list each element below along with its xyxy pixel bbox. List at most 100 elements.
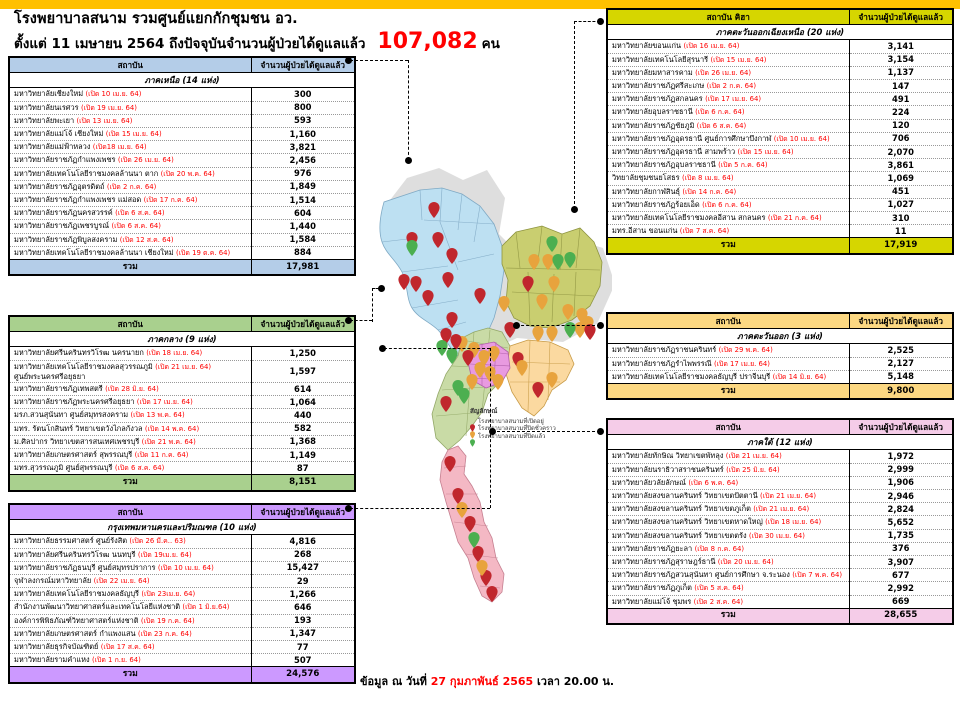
institution-name-cell: มหาวิทยาลัยทักษิณ วิทยาเขตพัทลุง (เปิด 2…	[607, 449, 850, 464]
institution-name: มหาวิทยาลัยราชภัฏชัยภูมิ	[612, 120, 697, 130]
patient-count-cell: 2,946	[849, 489, 953, 504]
open-date: (เปิด 17 เม.ย. 64)	[713, 359, 770, 368]
table-summary-row: รวม 17,981	[9, 259, 355, 276]
open-date: (เปิด 30 เม.ย. 64)	[748, 531, 805, 540]
institution-name: มหาวิทยาลัยนเรศวร	[14, 102, 81, 112]
open-date: (เปิด 26 เม.ย. 64)	[695, 68, 752, 77]
patient-count-cell: 593	[251, 114, 355, 129]
table-row: มหาวิทยาลัยราชภัฏเทพสตรี (เปิด 28 มิ.ย. …	[9, 382, 355, 397]
institution-name: มหาวิทยาลัยแม่โจ้ เชียงใหม่	[14, 129, 106, 139]
table-header-row: สถาบัน จำนวนผู้ป่วยได้ดูแลแล้ว	[9, 503, 355, 521]
patient-count-cell: 1,906	[849, 476, 953, 491]
patient-count-cell: 1,160	[251, 127, 355, 142]
region-subtitle: ภาคใต้ (12 แห่ง)	[607, 434, 953, 451]
open-date: (เปิด 19เม.ย. 64)	[137, 550, 192, 559]
table-row: มหาวิทยาลัยทักษิณ วิทยาเขตพัทลุง (เปิด 2…	[607, 449, 953, 464]
institution-name-cell: มหาวิทยาลัยเกษตรศาสตร์ สุพรรณบุรี (เปิด …	[9, 448, 252, 463]
institution-name: มหาวิทยาลัยราชภัฏธนบุรี ศูนย์สมุทรปราการ	[14, 562, 158, 572]
table-row: มหาวิทยาลัยราชภัฏชัยภูมิ (เปิด 6 ส.ค. 64…	[607, 119, 953, 133]
patient-count-cell: 1,849	[251, 180, 355, 195]
institution-name-cell: มหาวิทยาลัยราชภัฏพระนครศรีอยุธยา (เปิด 1…	[9, 395, 252, 410]
open-date: (เปิด 19 ก.ค. 64)	[140, 616, 195, 625]
table-summary-row: รวม 17,919	[607, 237, 953, 254]
patient-count-cell: 1,149	[251, 448, 355, 463]
institution-name-cell: มหาวิทยาลัยเทคโนโลยีราชมงคลล้านนา ตาก (เ…	[9, 167, 252, 181]
open-date: (เปิด 10 เม.ย. 64)	[773, 134, 830, 143]
open-date: (เปิด 10 เม.ย. 64)	[85, 90, 142, 99]
institution-name: มหาวิทยาลัยราชภัฏกำแพงเพชร	[14, 155, 118, 165]
institution-name: มหาวิทยาลัยราชภัฏเทพสตรี	[14, 384, 106, 394]
institution-name-cell: มหาวิทยาลัยสงขลานครินทร์ วิทยาเขตตรัง (เ…	[607, 529, 850, 543]
open-date: (เปิด 17 ก.ค. 64)	[143, 196, 198, 205]
open-date: (เปิด 2 ส.ค. 64)	[693, 597, 744, 606]
open-date: (เปิด 6 ส.ค. 64)	[114, 464, 165, 473]
patient-count-cell: 614	[251, 382, 355, 397]
institution-name-cell: มหาวิทยาลัยแม่โจ้ ชุมพร (เปิด 2 ส.ค. 64)	[607, 595, 850, 609]
institution-name-cell: มหาวิทยาลัยนเรศวร (เปิด 19 เม.ย. 64)	[9, 101, 252, 115]
column-header-institution: สถาบัน	[9, 503, 252, 521]
caption-prefix: ข้อมูล ณ วันที่	[360, 675, 427, 688]
institution-name: มหาวิทยาลัยราชภัฏสกลนคร	[612, 94, 706, 104]
open-date: (เปิด 13 เม.ย. 64)	[76, 116, 133, 125]
open-date: (เปิด 12 ส.ค. 64)	[119, 235, 174, 244]
top-accent-bar	[0, 0, 960, 9]
open-date: (เปิด 7 ส.ค. 64)	[679, 227, 730, 236]
open-date: (เปิด 16 เม.ย. 64)	[683, 42, 740, 51]
map-legend: สัญลักษณ์ โรงพยาบาลสนามที่เปิดอยู่ โรงพยา…	[470, 406, 590, 447]
open-date: (เปิด 17 เม.ย. 64)	[136, 398, 193, 407]
summary-total: 17,981	[250, 259, 355, 276]
table-row: มหาวิทยาลัยราชภัฏพระนครศรีอยุธยา (เปิด 1…	[9, 395, 355, 410]
open-date: (เปิด 1 ก.ย. 64)	[91, 656, 141, 665]
table-row: มหาวิทยาลัยเชียงใหม่ (เปิด 10 เม.ย. 64) 3…	[9, 87, 355, 102]
institution-name: มหาวิทยาลัยราชภัฏภูเก็ต	[612, 583, 695, 593]
column-header-patients: จำนวนผู้ป่วยได้ดูแลแล้ว	[250, 315, 355, 333]
open-date: (เปิด 22 เม.ย. 64)	[93, 577, 150, 586]
table-row: มหาวิทยาลัยราชภัฏพิบูลสงคราม (เปิด 12 ส.…	[9, 233, 355, 247]
open-date: (เปิด 21 เม.ย. 64)	[155, 362, 212, 371]
institution-name: มหาวิทยาลัยสงขลานครินทร์ วิทยาเขตตรัง	[612, 530, 749, 540]
patient-count-cell: 2,992	[849, 581, 953, 596]
open-date: (เปิด 29 พ.ค. 64)	[718, 346, 773, 355]
institution-name: มหาวิทยาลัยนราธิวาสราชนครินทร์	[612, 464, 727, 474]
patient-count-cell: 507	[251, 653, 355, 668]
institution-name-cell: มหาวิทยาลัยราชภัฏนครสวรรค์ (เปิด 6 ส.ค. …	[9, 206, 252, 221]
institution-name: มหาวิทยาลัยราชภัฏอุตรดิตถ์	[14, 181, 107, 191]
open-date: (เปิด 2 ก.ค. 64)	[706, 82, 757, 91]
patient-count-cell: 669	[849, 595, 953, 609]
institution-name-cell: มหาวิทยาลัยนราธิวาสราชนครินทร์ (เปิด 25 …	[607, 463, 850, 477]
institution-name: มหาวิทยาลัยราชภัฏสุราษฎร์ธานี	[612, 557, 718, 567]
institution-name: มหาวิทยาลัยราชภัฏอุบลราชธานี	[612, 160, 719, 170]
institution-name: มหาวิทยาลัยสงขลานครินทร์ วิทยาเขตภูเก็ต	[612, 504, 754, 514]
table-row: สำนักงานพัฒนาวิทยาศาสตร์และเทคโนโลยีแห่ง…	[9, 600, 355, 615]
open-date: (เปิด 20 เม.ย. 64)	[717, 558, 774, 567]
institution-name: มหาวิทยาลัยเกษตรศาสตร์ สุพรรณบุรี	[14, 450, 135, 460]
table-row: มหาวิทยาลัยราชภัฏกำแพงเพชร (เปิด 26 เม.ย…	[9, 153, 355, 168]
thailand-map	[362, 150, 612, 680]
table-header-row: สถาบัน จำนวนผู้ป่วยได้ดูแลแล้ว	[607, 312, 953, 330]
institution-name-cell: องค์การพิพิธภัณฑ์วิทยาศาสตร์แห่งชาติ (เป…	[9, 614, 252, 628]
patient-count-cell: 1,069	[849, 171, 953, 186]
institution-name: มหาวิทยาลัยราชภัฏกำแพงเพชร แม่สอด	[14, 195, 144, 205]
institution-name: มหาวิทยาลัยรามคำแหง	[14, 655, 92, 665]
table-row: มหาวิทยาลัยขอนแก่น (เปิด 16 เม.ย. 64) 3,1…	[607, 39, 953, 54]
page-header: โรงพยาบาลสนาม รวมศูนย์แยกกักชุมชน อว. ตั…	[14, 10, 614, 54]
institution-name-cell: มหาวิทยาลัยสงขลานครินทร์ วิทยาเขตปัตตานี…	[607, 489, 850, 504]
column-header-patients: จำนวนผู้ป่วยได้ดูแลแล้ว	[848, 8, 953, 26]
open-date: (เปิด 6 ส.ค. 64)	[115, 209, 165, 218]
patient-count-cell: 1,266	[251, 587, 355, 602]
open-date: (เปิด 15 เม.ย. 64)	[105, 130, 162, 139]
table-row: มหาวิทยาลัยธรรมศาสตร์ ศูนย์รังสิต (เปิด …	[9, 534, 355, 549]
open-date: (เปิด 7 พ.ค. 64)	[792, 571, 843, 580]
patient-count-cell: 3,907	[849, 555, 953, 570]
patient-count-cell: 1,972	[849, 449, 953, 464]
patient-count-cell: 1,597	[251, 360, 355, 384]
open-date: (เปิด 28 มิ.ย. 64)	[105, 385, 159, 394]
table-row: มหาวิทยาลัยราชภัฏราชนครินทร์ (เปิด 29 พ.…	[607, 343, 953, 358]
table-row: มหาวิทยาลัยราชภัฏศรีสะเกษ (เปิด 2 ก.ค. 6…	[607, 79, 953, 94]
institution-name: มหาวิทยาลัยเชียงใหม่	[14, 89, 86, 99]
patient-count-cell: 2,525	[849, 343, 953, 358]
summary-total: 24,576	[250, 666, 355, 683]
table-row: มหาวิทยาลัยสงขลานครินทร์ วิทยาเขตภูเก็ต …	[607, 502, 953, 517]
institution-name: มหาวิทยาลัยราชภัฏรำไพพรรณี	[612, 358, 714, 368]
column-header-patients: จำนวนผู้ป่วยได้ดูแลแล้ว	[250, 56, 355, 74]
